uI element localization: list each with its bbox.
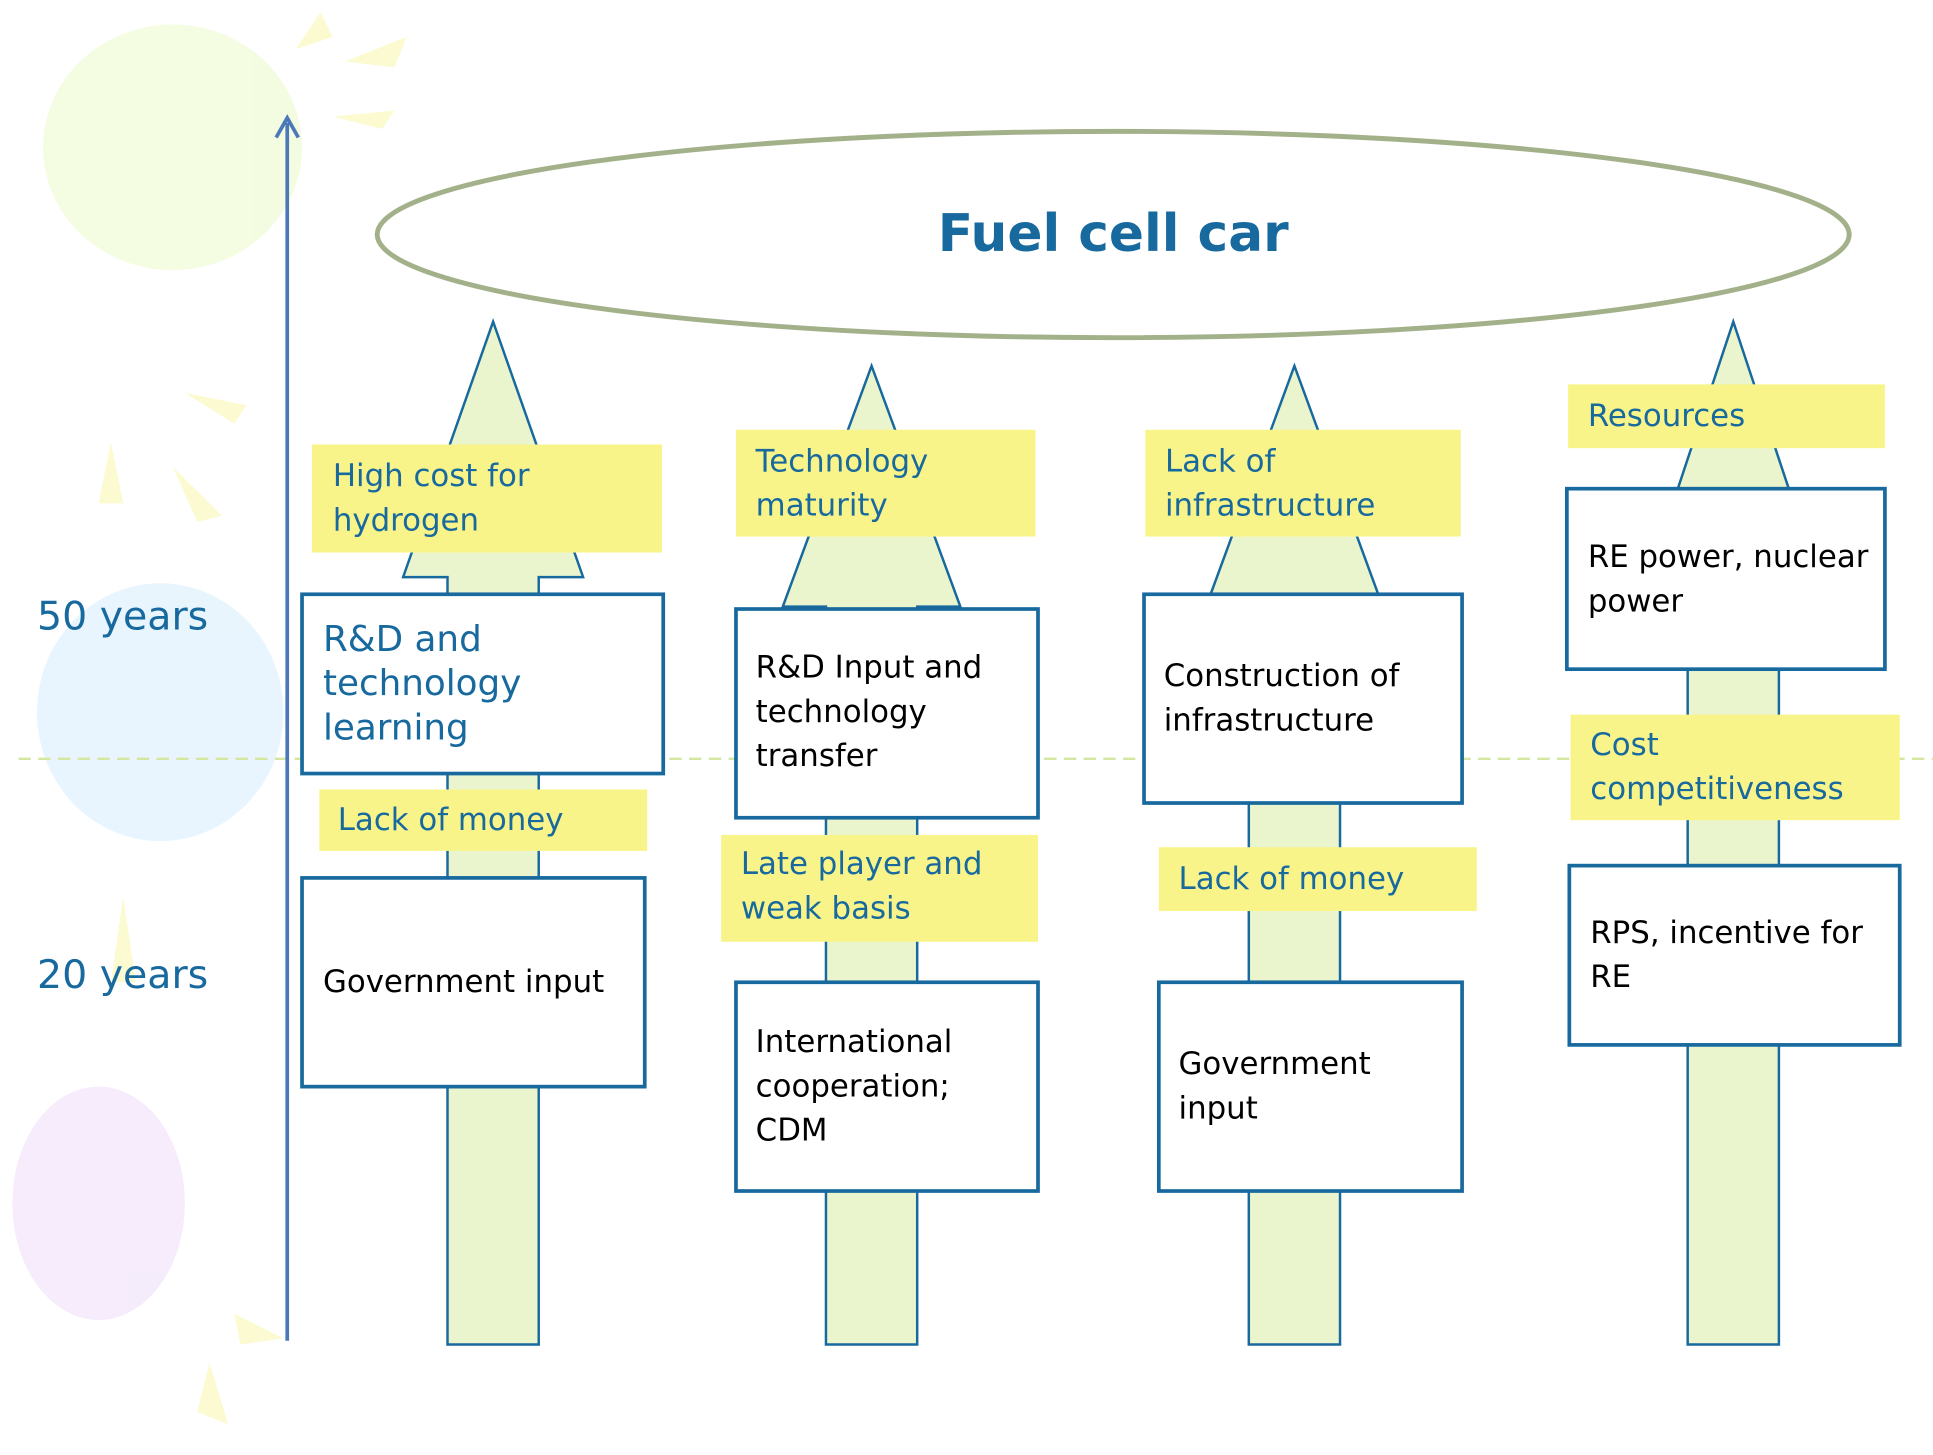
barrier-text: hydrogen bbox=[333, 502, 479, 538]
measure-text: CDM bbox=[756, 1113, 828, 1149]
measure-text: RE power, nuclear bbox=[1588, 539, 1869, 575]
diagram: 50 years 20 years Fuel cell car High cos… bbox=[0, 0, 1933, 1455]
measure-text: infrastructure bbox=[1164, 703, 1374, 739]
measure-text: Government input bbox=[323, 964, 604, 1000]
barrier-text: Cost bbox=[1590, 727, 1659, 763]
measure-text: Government bbox=[1179, 1046, 1371, 1082]
measure-text: technology bbox=[323, 663, 521, 704]
measure-text: R&D Input and bbox=[756, 650, 982, 686]
measure-text: International bbox=[756, 1024, 953, 1060]
measure-box bbox=[1569, 866, 1899, 1045]
barrier-text: Lack of bbox=[1165, 443, 1276, 479]
barrier-text: Technology bbox=[755, 443, 929, 479]
measure-box bbox=[1144, 594, 1462, 803]
barrier-text: infrastructure bbox=[1165, 488, 1375, 524]
barrier-text: competitiveness bbox=[1590, 771, 1843, 807]
barrier-text: Late player and bbox=[741, 846, 982, 882]
measure-box bbox=[1567, 489, 1885, 669]
barrier-text: High cost for bbox=[333, 458, 530, 494]
measure-text: transfer bbox=[756, 738, 878, 774]
measure-text: input bbox=[1179, 1091, 1258, 1127]
measure-text: RPS, incentive for bbox=[1590, 915, 1863, 951]
timeline-label: 20 years bbox=[37, 952, 208, 998]
title: Fuel cell car bbox=[938, 204, 1289, 264]
barrier-text: Resources bbox=[1588, 398, 1745, 434]
column-arrow bbox=[1678, 322, 1789, 1345]
measure-text: cooperation; bbox=[756, 1068, 950, 1104]
timeline-label: 50 years bbox=[37, 593, 208, 639]
measure-text: power bbox=[1588, 583, 1684, 619]
barrier-text: Lack of money bbox=[1179, 861, 1405, 897]
measure-text: RE bbox=[1590, 959, 1631, 995]
measure-text: R&D and bbox=[323, 619, 482, 660]
barrier-text: Lack of money bbox=[338, 802, 564, 838]
measure-text: technology bbox=[756, 694, 927, 730]
barrier-text: weak basis bbox=[741, 890, 911, 926]
measure-text: Construction of bbox=[1164, 658, 1401, 694]
measure-box bbox=[1159, 982, 1462, 1191]
measure-text: learning bbox=[323, 707, 469, 748]
barrier-text: maturity bbox=[756, 488, 888, 524]
